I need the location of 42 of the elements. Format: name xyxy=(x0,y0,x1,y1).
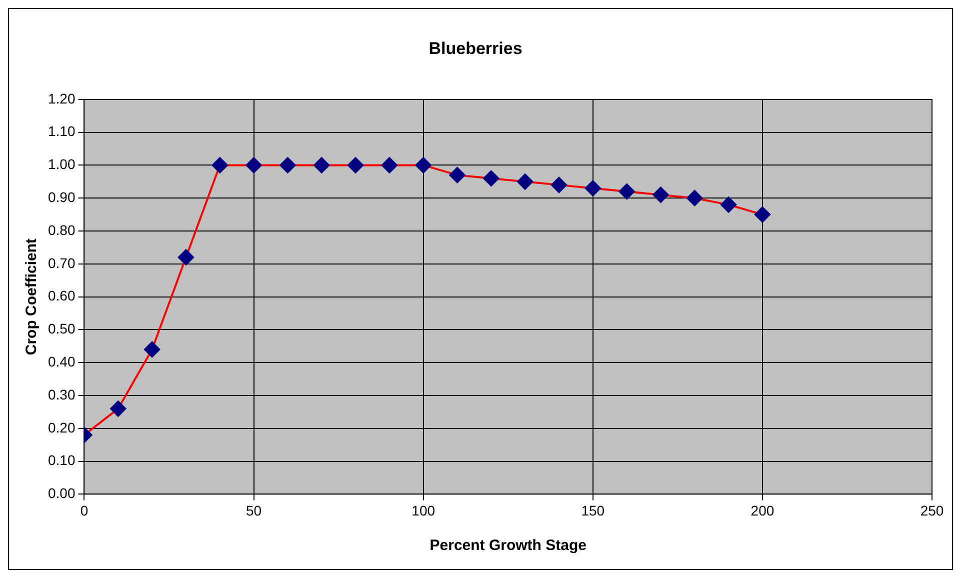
y-tick-label: 0.90 xyxy=(48,188,76,205)
y-tick-label: 1.00 xyxy=(48,156,76,172)
point xyxy=(348,157,364,174)
point xyxy=(517,174,534,190)
point xyxy=(246,157,262,174)
y-axis-title: Crop Coefficient xyxy=(23,238,40,356)
y-tick-label: 0.10 xyxy=(48,452,76,468)
point xyxy=(618,184,635,200)
point xyxy=(144,341,160,358)
x-axis-title: Percent Growth Stage xyxy=(430,537,586,554)
point xyxy=(280,157,296,174)
y-tick-label: 0.30 xyxy=(48,386,76,402)
point xyxy=(314,157,330,174)
point xyxy=(754,206,770,223)
y-tick-label: 1.20 xyxy=(48,90,76,106)
y-tick-label: 0.00 xyxy=(48,485,76,502)
x-tick-label: 150 xyxy=(581,502,605,518)
point xyxy=(686,190,703,206)
point xyxy=(110,400,126,417)
point xyxy=(720,196,737,213)
y-tick-label: 0.50 xyxy=(48,320,76,337)
point xyxy=(483,170,500,186)
point xyxy=(381,157,398,174)
point xyxy=(212,157,228,174)
point xyxy=(415,157,432,174)
point xyxy=(584,180,601,196)
y-tick-label: 0.70 xyxy=(48,254,76,271)
y-tick-label: 0.40 xyxy=(48,353,76,370)
point xyxy=(449,167,466,184)
chart-title: Blueberries xyxy=(428,38,522,58)
y-tick-label: 1.10 xyxy=(48,123,76,140)
x-tick-label: 0 xyxy=(80,502,88,518)
point xyxy=(550,176,567,193)
point xyxy=(178,249,194,266)
x-tick-label: 250 xyxy=(920,502,944,518)
y-tick-label: 0.80 xyxy=(48,222,76,238)
y-tick-label: 0.20 xyxy=(48,419,76,436)
x-tick-label: 200 xyxy=(750,502,774,518)
y-tick-label: 0.60 xyxy=(48,288,76,304)
point xyxy=(652,186,669,203)
x-tick-label: 50 xyxy=(246,502,262,518)
x-tick-label: 100 xyxy=(412,502,436,518)
